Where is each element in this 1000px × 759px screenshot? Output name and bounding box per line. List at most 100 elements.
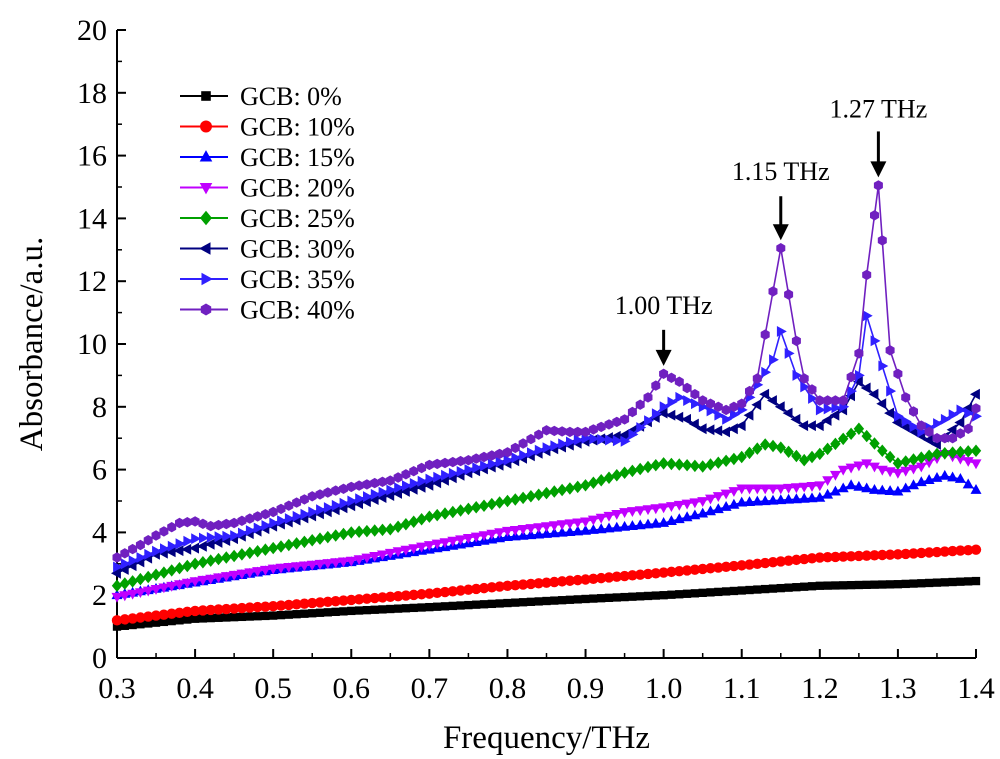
annotation-arrow-head: [772, 224, 789, 241]
data-point: [698, 588, 707, 598]
data-point: [675, 391, 686, 403]
data-point: [838, 432, 849, 446]
data-point: [745, 385, 754, 397]
data-point: [392, 488, 402, 499]
data-point: [690, 389, 700, 400]
data-point: [550, 596, 559, 605]
data-point: [626, 520, 638, 530]
data-point: [790, 483, 802, 494]
data-point: [620, 592, 629, 602]
data-point: [705, 458, 716, 471]
data-point: [790, 413, 801, 425]
data-point: [946, 424, 957, 436]
data-point: [533, 523, 545, 533]
data-point: [330, 595, 341, 607]
data-point: [892, 457, 904, 470]
data-point: [158, 609, 170, 620]
y-tick-label: 16: [77, 140, 107, 173]
data-point: [330, 529, 341, 542]
data-point: [823, 395, 833, 406]
data-point: [737, 586, 746, 595]
data-point: [932, 578, 942, 587]
data-point: [908, 479, 919, 490]
data-point: [642, 460, 654, 474]
data-point: [868, 388, 879, 400]
data-point: [517, 491, 529, 505]
data-point: [112, 622, 122, 631]
data-point: [118, 564, 129, 575]
data-point: [456, 466, 467, 477]
data-point: [877, 549, 888, 561]
data-point: [519, 449, 530, 461]
data-point: [548, 521, 560, 532]
data-point: [689, 564, 701, 575]
data-point: [221, 551, 232, 564]
data-point: [542, 442, 553, 454]
data-point: [877, 235, 887, 246]
data-point: [821, 414, 832, 426]
data-point: [173, 545, 184, 557]
data-point: [854, 580, 864, 590]
data-point: [704, 424, 715, 436]
data-point: [253, 612, 262, 621]
data-point: [775, 441, 786, 454]
data-point: [190, 516, 200, 527]
data-point: [870, 580, 879, 589]
data-point: [798, 420, 809, 432]
data-point: [908, 453, 919, 466]
data-point: [588, 476, 599, 489]
data-point: [768, 286, 778, 297]
data-point: [541, 486, 552, 500]
data-point: [480, 460, 490, 472]
data-point: [869, 484, 880, 494]
data-point: [908, 464, 919, 475]
data-point: [681, 499, 693, 510]
data-point: [873, 180, 883, 191]
data-point: [448, 467, 459, 479]
data-point: [673, 411, 684, 423]
data-point: [376, 492, 387, 503]
data-point: [204, 538, 215, 550]
data-point: [760, 584, 770, 594]
data-point: [596, 421, 606, 433]
data-point: [807, 384, 817, 395]
data-point: [588, 424, 598, 435]
legend-marker: [199, 150, 213, 162]
data-point: [111, 567, 121, 579]
data-point: [862, 580, 871, 589]
data-point: [392, 547, 404, 558]
data-point: [385, 523, 396, 536]
annotation-label: 1.15 THz: [732, 157, 830, 186]
legend-label: GCB: 25%: [240, 204, 355, 233]
data-point: [697, 460, 708, 473]
data-point: [158, 583, 170, 594]
data-point: [666, 457, 677, 471]
y-tick-label: 4: [92, 516, 107, 549]
data-point: [299, 561, 310, 572]
data-point: [667, 590, 676, 599]
data-point: [688, 418, 699, 430]
x-tick-label: 1.3: [879, 672, 917, 705]
x-tick-label: 0.7: [411, 672, 449, 705]
data-point: [549, 576, 560, 588]
x-tick-label: 1.1: [723, 672, 761, 705]
data-point: [573, 426, 583, 438]
data-point: [831, 581, 840, 590]
data-point: [400, 518, 412, 531]
data-point: [245, 513, 255, 524]
data-point: [612, 416, 622, 428]
data-point: [782, 407, 793, 419]
data-point: [775, 556, 786, 567]
data-point: [425, 602, 434, 612]
data-point: [533, 528, 545, 539]
data-point: [603, 522, 615, 533]
data-point: [120, 548, 130, 559]
data-point: [307, 534, 318, 547]
data-point: [533, 488, 544, 501]
data-point: [970, 544, 982, 555]
data-point: [705, 563, 716, 574]
data-point: [456, 601, 465, 610]
data-point: [760, 438, 771, 451]
data-point: [899, 421, 910, 433]
data-point: [628, 429, 639, 440]
